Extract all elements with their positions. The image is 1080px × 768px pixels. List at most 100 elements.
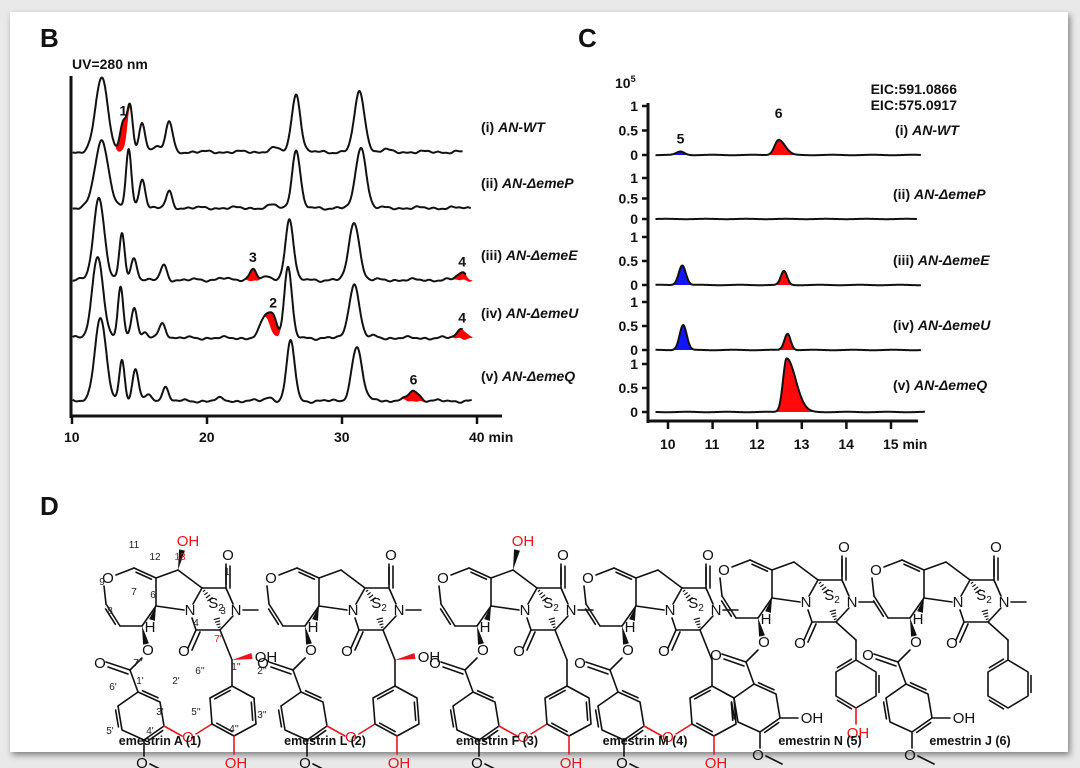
- hash-bond: [694, 620, 701, 623]
- bond: [835, 621, 857, 641]
- stereo-hydrogen: H: [625, 619, 636, 636]
- chart-c-y-tick-label: 0: [630, 211, 638, 227]
- wedge-bond: [765, 598, 772, 613]
- carbonyl-oxygen: O: [702, 547, 714, 564]
- methoxy-oxygen: O: [752, 747, 764, 764]
- bond: [526, 631, 536, 651]
- bond: [835, 659, 877, 709]
- figure-card: [10, 12, 1068, 752]
- bond: [464, 669, 474, 693]
- bond: [585, 661, 611, 671]
- trace-label-prefix: (v): [893, 377, 914, 393]
- hash-bond: [821, 586, 827, 591]
- double-bond: [757, 681, 775, 691]
- bond: [873, 595, 889, 619]
- chart-c-trace-label: (v) AN-ΔemeQ: [893, 377, 987, 393]
- double-bond: [903, 563, 921, 573]
- double-bond: [915, 721, 932, 734]
- trace-label-prefix: (iii): [481, 247, 506, 263]
- wedge-bond: [484, 606, 491, 621]
- panel-c-letter: C: [578, 23, 597, 53]
- atom-number: 5'': [191, 707, 200, 718]
- bond: [923, 597, 953, 603]
- bond: [526, 617, 532, 631]
- double-bond: [482, 729, 499, 742]
- bond: [719, 577, 723, 597]
- bond: [129, 669, 139, 693]
- chart-c-trace-5: [655, 357, 926, 414]
- bond: [355, 587, 366, 605]
- bond: [105, 603, 121, 627]
- chart-c-y-tick-label: 0: [630, 342, 638, 358]
- oxepine-oxygen: O: [718, 562, 730, 579]
- bond: [749, 559, 773, 571]
- chart-b-highlight-peak-4: [451, 328, 473, 340]
- sulfur-count: 2: [986, 595, 992, 606]
- methoxy-oxygen: O: [471, 755, 483, 768]
- hash-bond: [540, 594, 546, 599]
- hash-bond: [981, 609, 989, 613]
- bond: [225, 587, 234, 605]
- chart-c-eic-chromatogram: EIC:591.0866 EIC:575.0917 105 5 6 (i) AN-W…: [615, 74, 991, 452]
- bond: [671, 631, 681, 651]
- chart-c-x-tick-label: 13: [794, 436, 810, 452]
- bond: [388, 587, 397, 605]
- chart-c-x-tick-label: 12: [749, 436, 765, 452]
- chart-b-trace-5: [72, 317, 473, 404]
- bond: [219, 615, 234, 631]
- double-bond: [550, 722, 568, 733]
- bond: [354, 617, 360, 631]
- bond: [544, 685, 592, 737]
- wedge-bond: [629, 606, 636, 621]
- bond: [141, 605, 157, 627]
- bond: [115, 567, 135, 576]
- bond: [587, 666, 609, 675]
- hash-bond: [830, 612, 837, 615]
- double-bond: [548, 689, 566, 700]
- pyrrolidine-nitrogen: N: [520, 602, 531, 619]
- double-bond: [909, 681, 927, 691]
- amide-nitrogen: N: [566, 602, 577, 619]
- ester-carbonyl-oxygen: O: [94, 655, 106, 672]
- wedge-bond: [910, 618, 917, 637]
- hash-bond: [365, 589, 369, 593]
- diaryl-ether-oxygen: O: [662, 729, 674, 746]
- atom-number: 6: [150, 590, 156, 601]
- legend-entry-eic-575: EIC:575.0917: [871, 97, 958, 113]
- bond: [191, 617, 197, 631]
- double-bond: [872, 600, 885, 618]
- hydroxyl-7pp: OH: [255, 649, 278, 666]
- double-bond: [751, 563, 769, 573]
- carbonyl-oxygen: O: [990, 539, 1002, 556]
- diaryl-ether-oxygen: O: [517, 729, 529, 746]
- chart-c-y-tick-label: 1: [630, 229, 638, 245]
- methoxy-oxygen: O: [616, 755, 628, 768]
- trace-label-strain: AN-ΔemeE: [917, 252, 990, 268]
- carbonyl-oxygen: O: [838, 539, 850, 556]
- bond: [372, 685, 420, 737]
- chart-b-trace-3: [72, 196, 467, 283]
- atom-number: 4: [193, 618, 199, 629]
- double-bond: [763, 721, 780, 734]
- hash-bond: [376, 617, 384, 621]
- double-bond: [135, 571, 153, 581]
- ester-oxygen: O: [622, 642, 634, 659]
- bond: [721, 653, 747, 663]
- bond: [554, 615, 569, 631]
- hash-bond: [549, 620, 556, 623]
- double-bond: [585, 701, 589, 722]
- chart-b-trace-label: (iv) AN-ΔemeU: [481, 305, 579, 321]
- atom-number: 4'': [229, 724, 238, 735]
- hash-bond: [213, 617, 221, 621]
- hash-bond: [975, 588, 981, 594]
- trace-label-prefix: (v): [481, 368, 502, 384]
- atom-number: 8: [107, 606, 113, 617]
- atom-number: 5': [106, 726, 114, 737]
- hash-bond: [972, 583, 976, 588]
- atom-number: 12: [149, 552, 161, 563]
- bond: [745, 649, 759, 663]
- bond: [382, 629, 396, 661]
- sulfur-symbol: S: [824, 587, 834, 604]
